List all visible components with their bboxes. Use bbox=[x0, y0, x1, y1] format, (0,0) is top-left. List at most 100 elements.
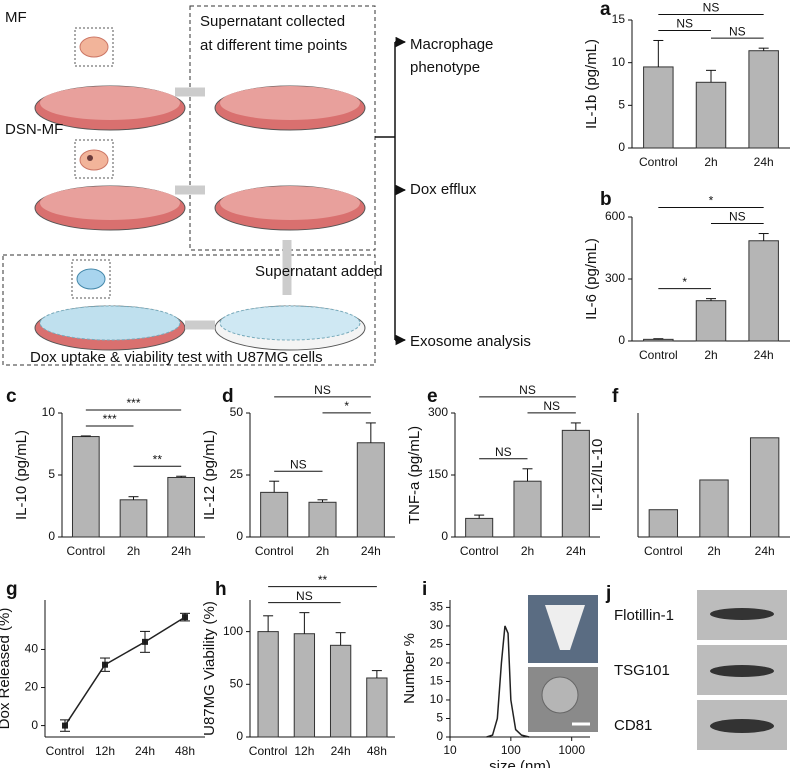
bar bbox=[119, 499, 148, 538]
error-bar bbox=[128, 496, 139, 500]
error-bar bbox=[100, 657, 110, 672]
y-tick-label: 0 bbox=[236, 729, 243, 743]
dish-cells bbox=[219, 305, 361, 341]
significance-label: ** bbox=[153, 452, 163, 466]
panel-letter: j bbox=[605, 583, 611, 604]
error-bar bbox=[299, 612, 310, 634]
label: at different time points bbox=[200, 37, 347, 54]
panel-letter: d bbox=[222, 386, 234, 407]
y-tick-label: 30 bbox=[430, 618, 444, 632]
panel-letter: c bbox=[6, 386, 17, 407]
significance-label: ** bbox=[318, 573, 328, 587]
bar bbox=[71, 436, 100, 538]
y-tick-label: 600 bbox=[605, 209, 625, 223]
y-axis-label: Number % bbox=[401, 633, 418, 704]
dish-medium bbox=[220, 186, 360, 220]
x-tick-label: 10 bbox=[443, 743, 457, 757]
error-bar bbox=[653, 39, 664, 67]
error-bar bbox=[60, 719, 70, 732]
bar bbox=[643, 66, 674, 149]
band bbox=[710, 665, 774, 677]
y-tick-label: 5 bbox=[48, 467, 55, 481]
x-tick-label: 12h bbox=[95, 744, 115, 758]
error-bar bbox=[706, 298, 716, 301]
significance-label: * bbox=[709, 194, 714, 208]
outcome-bracket bbox=[375, 36, 407, 346]
label: DSN-MF bbox=[5, 121, 63, 138]
x-tick-label: Control bbox=[639, 155, 678, 169]
significance-label: *** bbox=[126, 396, 140, 410]
dish-cells bbox=[39, 305, 181, 341]
blots: j Flotillin-1 TSG101 CD81 bbox=[605, 583, 787, 750]
x-tick-label: Control bbox=[46, 744, 85, 758]
y-tick-label: 5 bbox=[618, 98, 625, 112]
significance-label: NS bbox=[703, 1, 720, 15]
significance-label: NS bbox=[676, 17, 693, 31]
error-bar bbox=[522, 468, 533, 482]
y-tick-label: 5 bbox=[436, 711, 443, 725]
panel-letter: a bbox=[600, 0, 611, 20]
x-tick-label: 24h bbox=[171, 544, 191, 558]
bar bbox=[366, 677, 388, 738]
error-bar bbox=[570, 422, 581, 431]
x-tick-label: 1000 bbox=[558, 743, 585, 757]
x-tick-label: Control bbox=[249, 744, 288, 758]
panel-letter: f bbox=[612, 386, 619, 407]
label: Macrophage bbox=[410, 36, 493, 53]
x-tick-label: 2h bbox=[704, 155, 717, 169]
y-tick-label: 0 bbox=[31, 718, 38, 732]
y-tick-label: 0 bbox=[618, 333, 625, 347]
panel-letter: i bbox=[422, 579, 427, 600]
macrophage-icon bbox=[79, 36, 109, 58]
bar bbox=[749, 437, 780, 538]
x-tick-label: Control bbox=[639, 348, 678, 362]
error-bar bbox=[365, 422, 376, 443]
x-tick-label: 2h bbox=[704, 348, 717, 362]
blot-label: TSG101 bbox=[614, 662, 670, 679]
y-tick-label: 15 bbox=[612, 12, 626, 26]
x-tick-label: 48h bbox=[367, 744, 387, 758]
dashed-box bbox=[2, 254, 376, 366]
significance-label: NS bbox=[543, 399, 560, 413]
error-bar bbox=[653, 338, 664, 340]
exosome bbox=[541, 676, 579, 714]
bar bbox=[465, 517, 494, 538]
y-tick-label: 10 bbox=[42, 405, 56, 419]
label: Dox uptake & viability test with U87MG c… bbox=[30, 349, 323, 366]
label: Supernatant added bbox=[255, 263, 383, 280]
y-axis-label: IL-12/IL-10 bbox=[589, 439, 606, 512]
nanoparticle-icon bbox=[87, 155, 93, 161]
label: Supernatant collected bbox=[200, 13, 345, 30]
error-bar bbox=[180, 612, 190, 622]
error-bar bbox=[371, 670, 382, 678]
y-tick-label: 0 bbox=[441, 529, 448, 543]
x-axis-label: size (nm) bbox=[489, 758, 551, 768]
schematic: MF DSN-MF Supernatant collected at diffe… bbox=[2, 5, 531, 366]
y-tick-label: 10 bbox=[612, 55, 626, 69]
macrophage-icon bbox=[79, 149, 109, 171]
significance-label: NS bbox=[729, 24, 746, 38]
error-bar bbox=[269, 480, 280, 493]
process-arrows bbox=[175, 87, 292, 330]
bar bbox=[748, 50, 779, 149]
label: Exosome analysis bbox=[410, 333, 531, 350]
blot-label: Flotillin-1 bbox=[614, 607, 674, 624]
x-tick-label: 100 bbox=[501, 743, 521, 757]
y-tick-label: 0 bbox=[618, 140, 625, 154]
bar bbox=[293, 633, 316, 738]
error-bar bbox=[140, 630, 150, 653]
bar bbox=[167, 476, 196, 538]
error-bar bbox=[263, 615, 274, 632]
error-bar bbox=[317, 499, 328, 503]
dishes bbox=[34, 85, 366, 351]
error-bar bbox=[80, 435, 91, 437]
bar bbox=[643, 338, 674, 342]
band bbox=[710, 608, 774, 620]
error-bar bbox=[758, 47, 769, 51]
error-bar bbox=[706, 69, 716, 83]
u87mg-icon bbox=[76, 268, 106, 290]
y-axis-label: IL-10 (pg/mL) bbox=[13, 430, 30, 520]
y-axis-label: Dox Released (%) bbox=[0, 608, 13, 730]
panel-letter: h bbox=[215, 579, 227, 600]
